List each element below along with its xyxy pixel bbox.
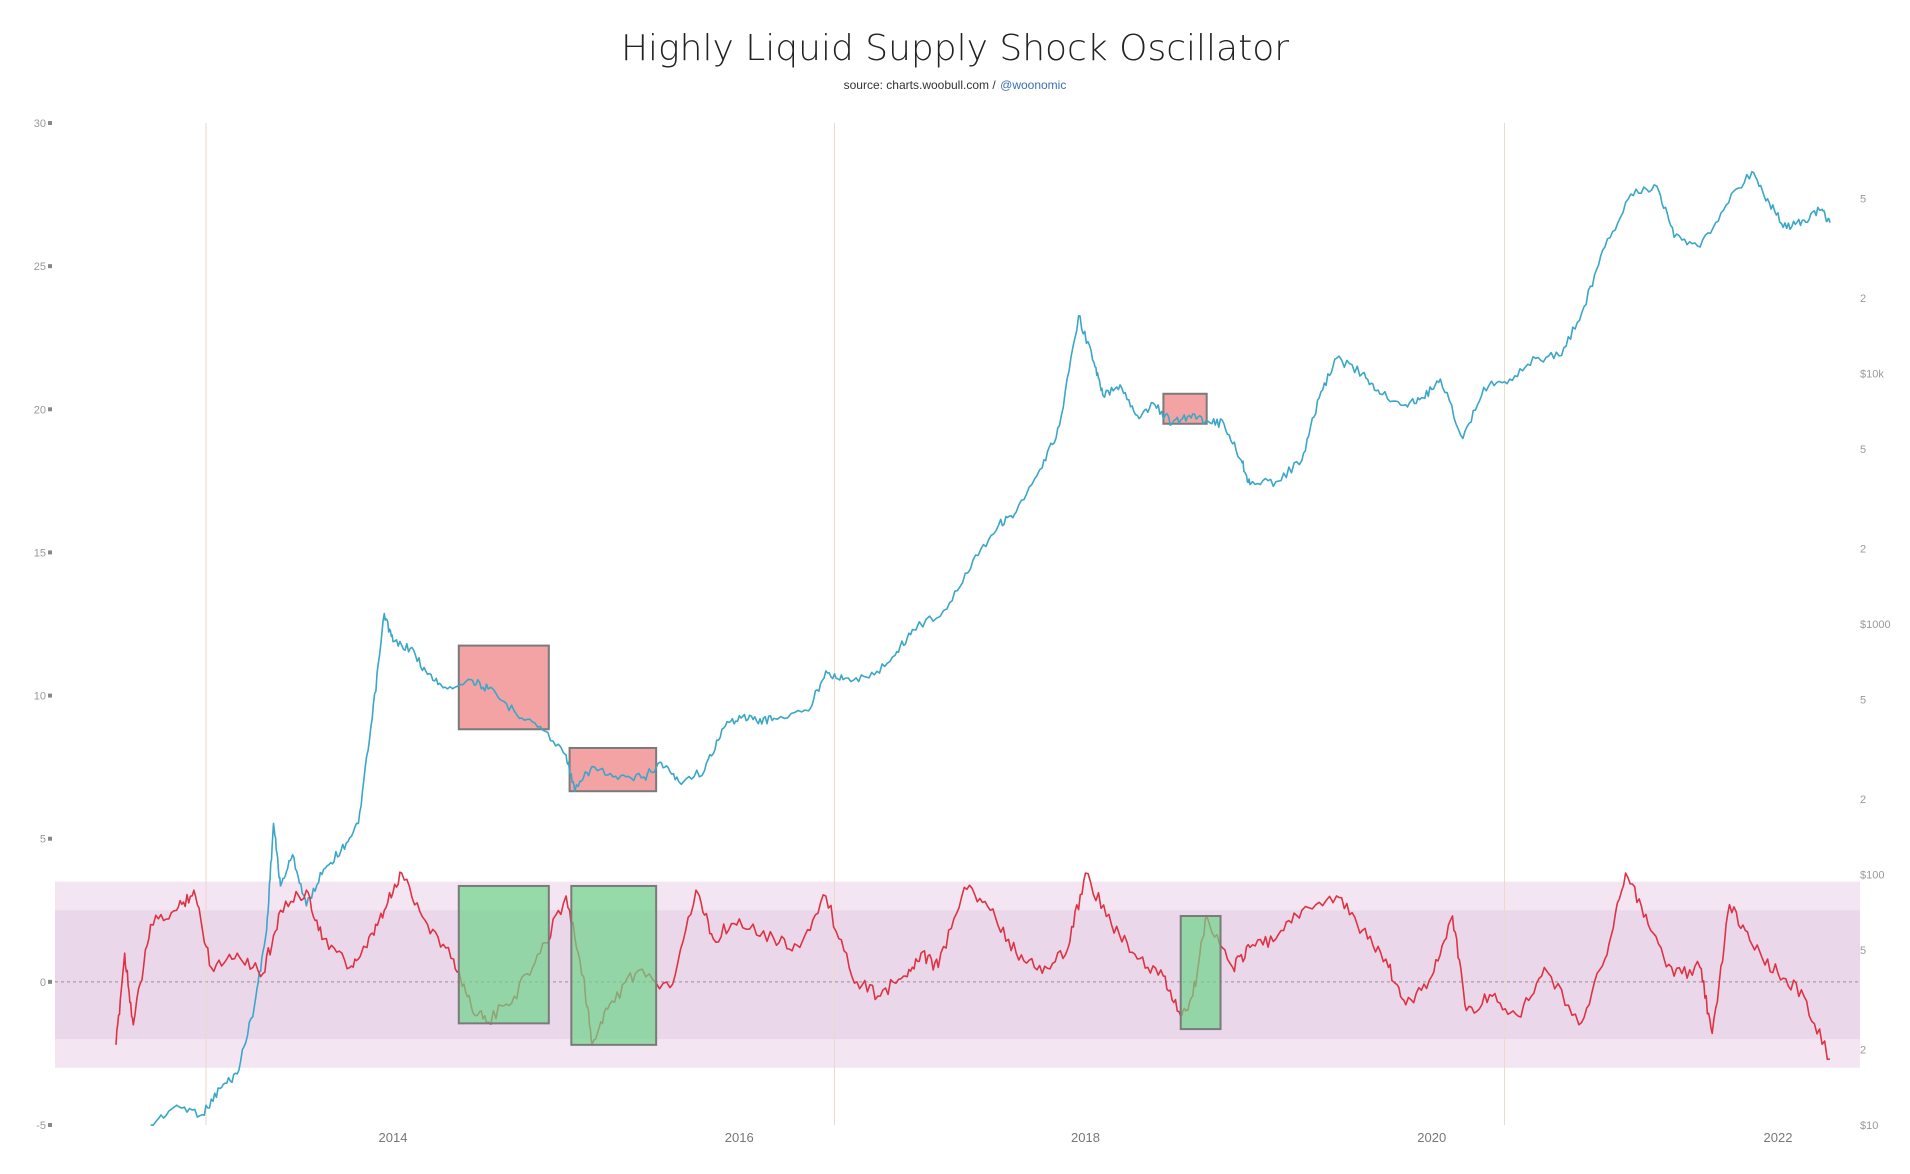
y-right-tick-3: 5 bbox=[1860, 444, 1866, 456]
y-right-tick-6: 5 bbox=[1860, 694, 1866, 706]
y-left-tick-1: 25 bbox=[34, 261, 46, 273]
y-left-tick-3: 15 bbox=[34, 547, 46, 559]
band-inner bbox=[55, 910, 1860, 1040]
y-left-tick-0: 30 bbox=[34, 118, 46, 130]
y-left-tick-4: 10 bbox=[34, 691, 46, 703]
highlight-box-red-1 bbox=[568, 746, 658, 793]
y-right-tick-1: 2 bbox=[1860, 293, 1866, 305]
highlight-boxes-price bbox=[457, 392, 1208, 793]
chart-subtitle: source: charts.woobull.com / @woonomic bbox=[844, 76, 1067, 93]
y-axis-left: 30 25 20 15 10 5 0 -5 bbox=[34, 118, 52, 1132]
y-left-tick-mark-4 bbox=[48, 693, 52, 698]
y-left-tick-mark-6 bbox=[48, 979, 52, 984]
y-left-tick-5: 5 bbox=[40, 834, 46, 846]
y-right-tick-2: $10k bbox=[1860, 369, 1884, 381]
y-right-tick-11: $10 bbox=[1860, 1120, 1878, 1132]
highlight-boxes-oscillator bbox=[457, 884, 1222, 1046]
vertical-gridlines bbox=[205, 123, 1505, 1125]
series-lines bbox=[115, 170, 1831, 1126]
x-tick-0: 2014 bbox=[379, 1130, 408, 1145]
y-left-tick-mark-5 bbox=[48, 836, 52, 841]
y-left-tick-mark-7 bbox=[48, 1123, 52, 1127]
x-axis: 2014 2016 2018 2020 2022 bbox=[379, 1130, 1793, 1145]
y-left-tick-mark-2 bbox=[48, 407, 52, 412]
y-right-tick-10: 2 bbox=[1860, 1045, 1866, 1057]
y-left-tick-mark-1 bbox=[48, 264, 52, 269]
y-left-tick-2: 20 bbox=[34, 404, 46, 416]
x-tick-4: 2022 bbox=[1764, 1130, 1793, 1145]
subtitle-source: source: charts.woobull.com / bbox=[844, 78, 997, 92]
highlight-box-green-5 bbox=[1179, 915, 1222, 1031]
y-axis-right: 5 2 $10k 5 2 $1000 5 2 $100 5 2 $10 bbox=[1860, 193, 1891, 1132]
y-left-tick-mark-0 bbox=[48, 121, 52, 125]
x-tick-1: 2016 bbox=[725, 1130, 754, 1145]
series-line-0 bbox=[150, 170, 1831, 1126]
subtitle-handle-link[interactable]: @woonomic bbox=[1000, 78, 1066, 92]
highlight-box-red-2 bbox=[1162, 392, 1208, 425]
chart-title: Highly Liquid Supply Shock Oscillator bbox=[621, 28, 1289, 69]
y-right-tick-7: 2 bbox=[1860, 794, 1866, 806]
y-left-tick-6: 0 bbox=[40, 977, 46, 989]
x-tick-2: 2018 bbox=[1071, 1130, 1100, 1145]
y-left-tick-7: -5 bbox=[36, 1120, 46, 1132]
y-left-tick-mark-3 bbox=[48, 550, 52, 555]
y-right-tick-8: $100 bbox=[1860, 870, 1884, 882]
y-right-tick-5: $1000 bbox=[1860, 619, 1891, 631]
highlight-box-green-4 bbox=[570, 884, 658, 1046]
y-right-tick-4: 2 bbox=[1860, 544, 1866, 556]
highlight-box-red-0 bbox=[457, 644, 550, 731]
y-right-tick-0: 5 bbox=[1860, 193, 1866, 205]
y-right-tick-9: 5 bbox=[1860, 945, 1866, 957]
highlight-box-green-3 bbox=[457, 884, 550, 1025]
x-tick-3: 2020 bbox=[1417, 1130, 1446, 1145]
series-line-1 bbox=[115, 871, 1830, 1060]
